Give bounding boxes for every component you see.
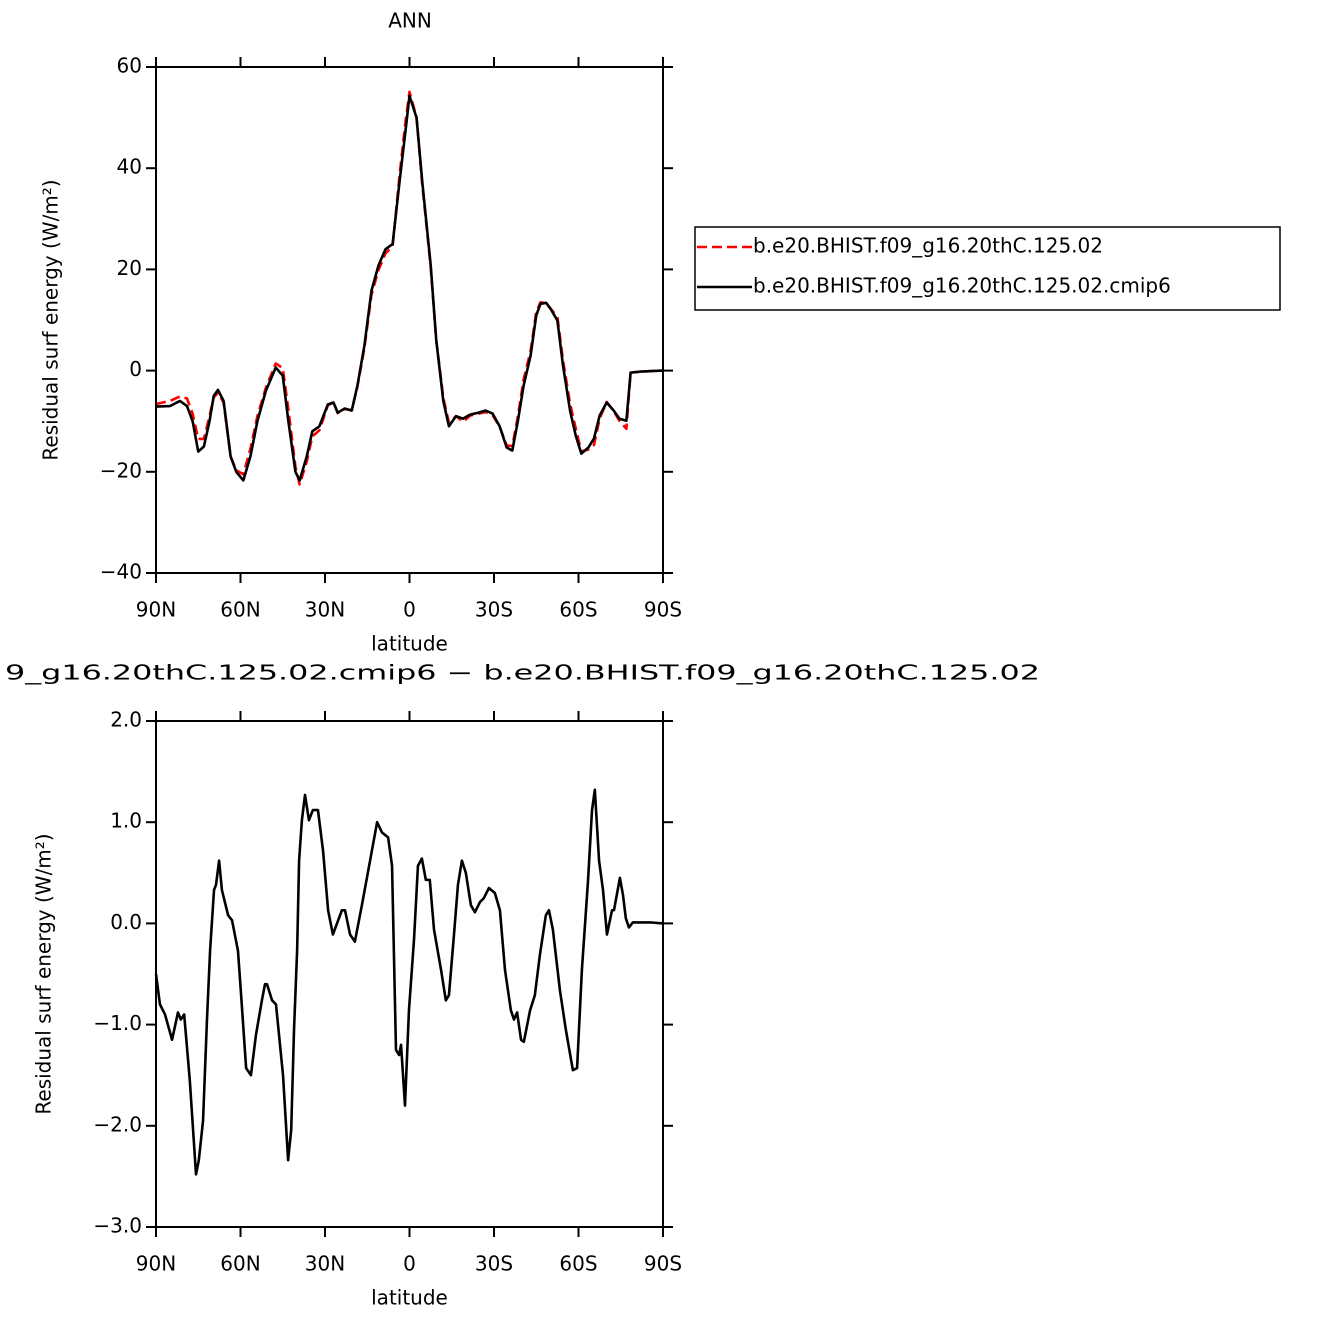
x-tick-label: 90N	[136, 598, 176, 622]
x-tick-label: 0	[403, 1252, 416, 1276]
y-tick-label: −2.0	[93, 1112, 142, 1136]
x-tick-label: 0	[403, 598, 416, 622]
y-tick-label: −3.0	[93, 1214, 142, 1238]
y-tick-label: −1.0	[93, 1011, 142, 1035]
plot-frame	[155, 66, 664, 574]
data-line	[154, 788, 664, 1176]
data-line	[155, 94, 664, 482]
y-tick-label: −40	[100, 560, 142, 584]
x-tick-label: 30N	[305, 598, 345, 622]
legend: b.e20.BHIST.f09_g16.20thC.125.02 b.e20.BH…	[694, 226, 1281, 311]
x-axis-label: latitude	[371, 1286, 448, 1310]
y-tick-label: 1.0	[110, 809, 142, 833]
x-tick-label: 90S	[644, 598, 682, 622]
legend-label: b.e20.BHIST.f09_g16.20thC.125.02	[753, 234, 1103, 258]
x-axis-label: latitude	[371, 632, 448, 656]
x-tick-label: 30S	[475, 1252, 513, 1276]
x-tick-label: 90S	[644, 1252, 682, 1276]
x-tick-label: 30S	[475, 598, 513, 622]
y-tick-label: 60	[117, 54, 142, 78]
y-tick-label: −20	[100, 458, 142, 482]
plot-frame	[155, 720, 664, 1228]
x-tick-label: 60N	[220, 598, 260, 622]
x-tick-label: 60S	[559, 598, 597, 622]
x-tick-label: 60N	[220, 1252, 260, 1276]
plot: 9_g16.20thC.125.02.cmip6 − b.e20.BHIST.f…	[5, 661, 1040, 1310]
y-axis-label: Residual surf energy (W/m²)	[39, 179, 63, 460]
x-tick-label: 60S	[559, 1252, 597, 1276]
y-tick-label: 0	[129, 357, 142, 381]
y-tick-label: 20	[117, 256, 142, 280]
chart-title: 9_g16.20thC.125.02.cmip6 − b.e20.BHIST.f…	[5, 661, 1040, 685]
legend-box	[694, 226, 1281, 311]
x-tick-label: 90N	[136, 1252, 176, 1276]
data-line	[155, 90, 664, 486]
plot: ANN latitude Residual surf energy (W/m²) 60…	[39, 9, 1281, 656]
y-tick-label: 2.0	[110, 708, 142, 732]
x-tick-label: 30N	[305, 1252, 345, 1276]
y-tick-label: 0.0	[110, 910, 142, 934]
y-axis-label: Residual surf energy (W/m²)	[32, 833, 56, 1114]
legend-label: b.e20.BHIST.f09_g16.20thC.125.02.cmip6	[753, 274, 1171, 298]
y-tick-label: 40	[117, 155, 142, 179]
chart-title: ANN	[388, 9, 432, 33]
